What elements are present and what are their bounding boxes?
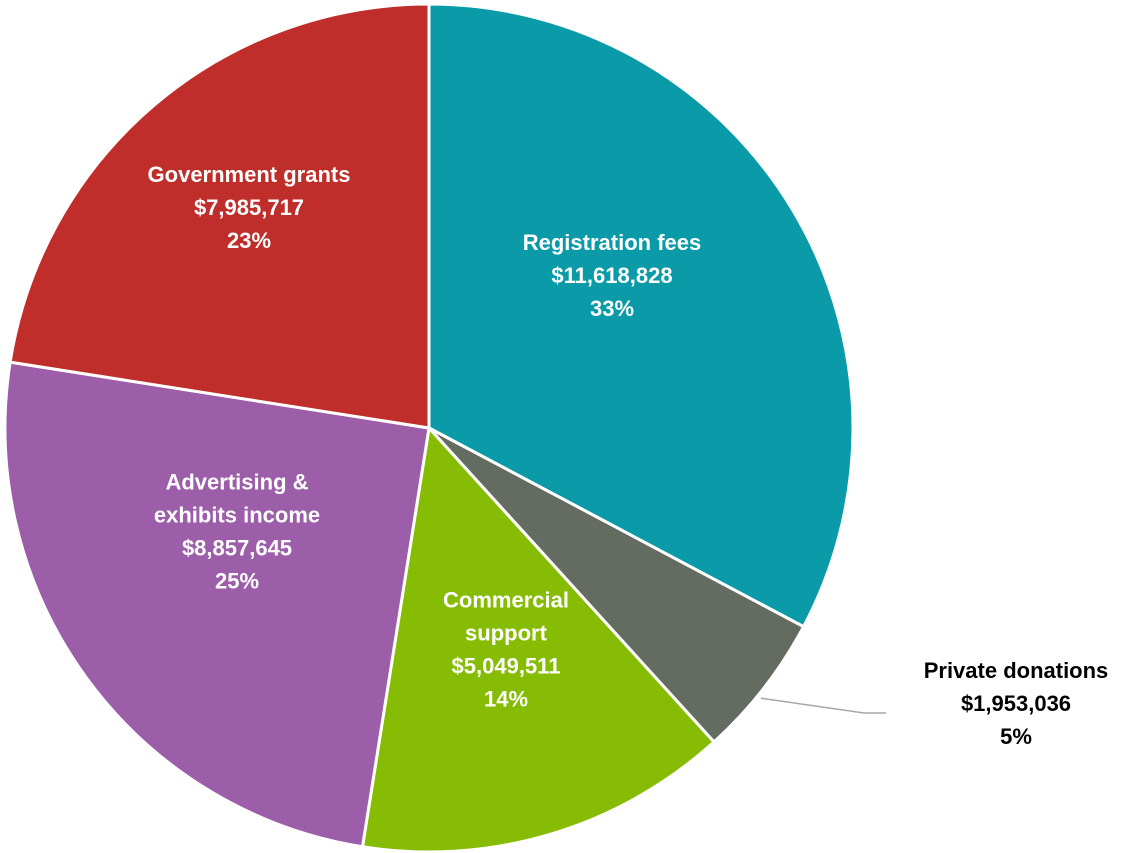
data-label-line: Private donations [924, 658, 1109, 683]
data-label-line: 14% [484, 687, 528, 712]
data-label-0: Registration fees $11,618,828 33% [523, 230, 702, 321]
data-label-line: 23% [227, 228, 271, 253]
data-label-line: 33% [590, 296, 634, 321]
pie-slice-0 [427, 2, 855, 629]
pie-slice-2 [360, 424, 717, 853]
data-label-line: $1,953,036 [961, 691, 1071, 716]
pie-slice-3 [3, 360, 431, 849]
data-label-line: 25% [215, 569, 259, 594]
pie-slices [3, 2, 855, 853]
data-label-line: Commercial [443, 588, 569, 613]
leader-line-1 [760, 697, 886, 714]
pie-slice-4 [8, 2, 431, 430]
data-label-line: $8,857,645 [182, 536, 292, 561]
data-label-line: $7,985,717 [194, 195, 304, 220]
data-label-4: Government grants $7,985,717 23% [148, 162, 351, 253]
data-label-line: $11,618,828 [551, 263, 672, 288]
data-label-1: Private donations $1,953,036 5% [924, 658, 1109, 749]
data-label-line: 5% [1000, 724, 1032, 749]
data-label-line: exhibits income [154, 503, 320, 528]
data-label-line: Advertising & [165, 470, 308, 495]
data-label-2: Commercial support $5,049,511 14% [443, 588, 569, 712]
data-label-3: Advertising & exhibits income $8,857,645 25… [154, 470, 320, 594]
slice-labels: Registration fees $11,618,828 33% Private d… [148, 162, 1109, 749]
data-label-line: Government grants [148, 162, 351, 187]
data-label-line: $5,049,511 [452, 654, 561, 679]
pie-slice-1 [427, 426, 806, 745]
leader-lines [760, 697, 886, 714]
data-label-line: Registration fees [523, 230, 702, 255]
data-label-line: support [465, 621, 548, 646]
